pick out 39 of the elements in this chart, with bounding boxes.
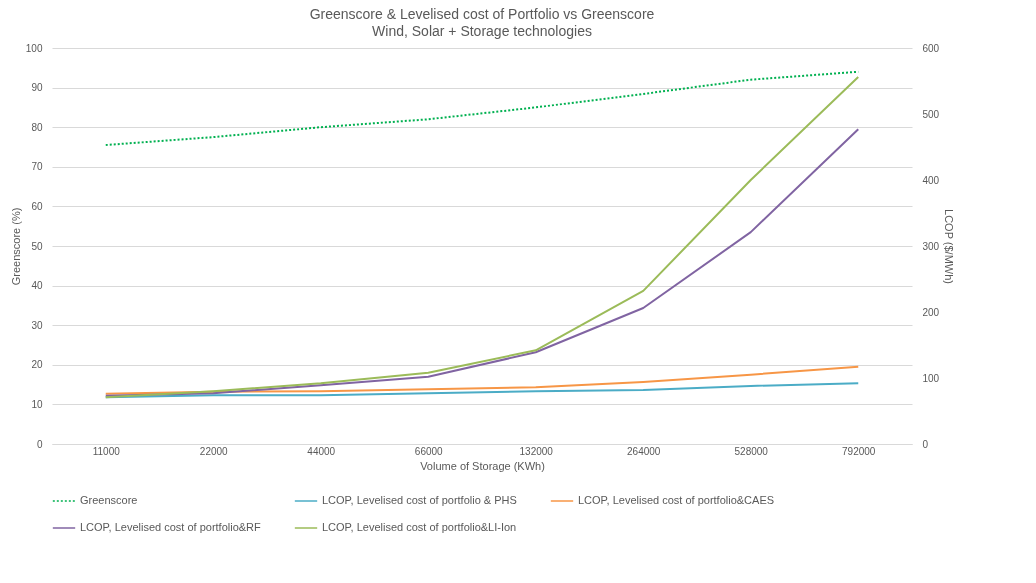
y-tick-label: 10 [31,398,43,410]
y-tick-label: 40 [31,280,43,292]
y-tick-label: 20 [31,359,43,371]
x-tick-label: 44000 [307,445,336,457]
line-series [104,76,860,399]
y-tick-label: 60 [31,200,43,212]
y2-tick-label: 100 [922,372,940,384]
x-tick-label: 11000 [92,445,121,457]
y-tick-label: 80 [31,121,43,133]
legend-label: LCOP, Levelised cost of portfolio&LI-Ion [322,521,517,533]
y2-tick-label: 300 [922,240,940,252]
y2-tick-label: 400 [922,174,940,186]
x-tick-label: 264000 [627,445,661,457]
y2-tick-label: 200 [922,306,940,318]
y2-axis-title: LCOP ($/MWh) [943,209,956,284]
y-tick-label: 70 [31,161,43,173]
line-series [104,365,860,395]
y2-tick-label: 500 [922,108,940,120]
x-tick-label: 66000 [414,445,444,457]
line-series [104,128,860,397]
legend-label: LCOP, Levelised cost of portfolio&CAES [578,494,775,506]
y-tick-label: 100 [25,42,43,54]
y-tick-label: 30 [31,319,43,331]
y-tick-label: 90 [31,82,43,94]
chart-title: Greenscore & Levelised cost of Portfolio vs Greenscore [309,6,655,22]
y2-tick-label: 0 [922,438,929,450]
x-tick-label: 792000 [842,445,876,457]
x-tick-label: 132000 [519,445,554,457]
chart-subtitle: Wind, Solar + Storage technologies [372,23,592,39]
x-axis-title: Volume of Storage (KWh) [420,459,545,472]
y-tick-label: 50 [31,240,43,252]
legend-label: Greenscore [80,494,138,506]
y-axis-title: Greenscore (%) [9,207,22,286]
legend-label: LCOP, Levelised cost of portfolio&RF [80,521,262,533]
x-tick-label: 22000 [199,445,229,457]
y-tick-label: 0 [36,438,43,450]
x-tick-label: 528000 [734,445,769,457]
y2-tick-label: 600 [922,42,940,54]
legend-label: LCOP, Levelised cost of portfolio & PHS [322,494,517,506]
